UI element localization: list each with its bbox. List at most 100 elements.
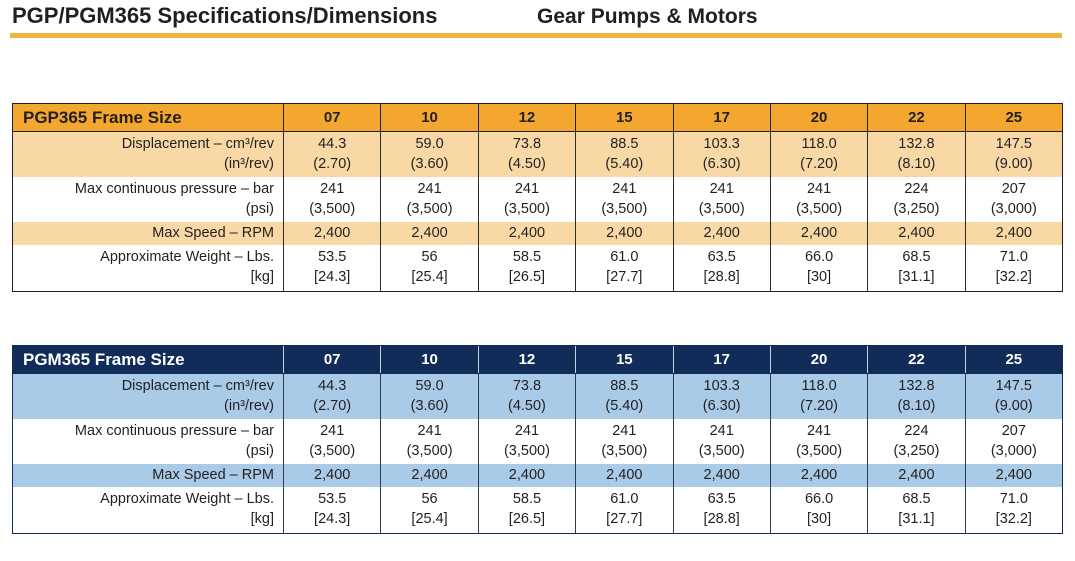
row-label-line2: [kg] bbox=[250, 511, 274, 527]
cell-value: 44.3 bbox=[318, 135, 347, 152]
cell-value: 2,400 bbox=[898, 224, 935, 241]
row-label: Max Speed – RPM bbox=[13, 464, 283, 487]
cell-value: 103.3 bbox=[703, 135, 740, 152]
pgm365-spec-table: PGM365 Frame Size 07 10 12 15 17 20 22 25 Displac… bbox=[12, 345, 1063, 534]
cell-value: 73.8 bbox=[512, 377, 542, 394]
cell-value: 56 bbox=[421, 249, 438, 266]
data-cell: 241 (3,500) bbox=[283, 177, 380, 222]
cell-subvalue: (8.10) bbox=[897, 397, 936, 414]
table-title: PGP365 Frame Size bbox=[23, 107, 182, 127]
data-cell: 44.3 (2.70) bbox=[283, 132, 380, 177]
data-cell: 2,400 bbox=[769, 464, 867, 487]
cell-value: 2,400 bbox=[411, 224, 448, 241]
row-label-line1: Approximate Weight – Lbs. bbox=[100, 249, 274, 266]
data-cell: 73.8 (4.50) bbox=[477, 132, 575, 177]
data-cell: 73.8 (4.50) bbox=[477, 374, 575, 419]
cell-value: 118.0 bbox=[801, 377, 837, 394]
data-cell: 61.0 [27.7] bbox=[575, 487, 672, 533]
cell-subvalue: [25.4] bbox=[411, 269, 448, 285]
cell-value: 2,400 bbox=[411, 466, 448, 483]
cell-value: 241 bbox=[320, 180, 345, 197]
data-cell: 66.0 [30] bbox=[769, 487, 867, 533]
cell-value: 2,400 bbox=[508, 466, 546, 483]
cell-subvalue: [30] bbox=[806, 269, 832, 285]
data-cell: 2,400 bbox=[477, 464, 575, 487]
frame-size-column-header: 17 bbox=[672, 346, 770, 373]
cell-subvalue: (3,500) bbox=[796, 200, 843, 217]
data-cell: 58.5 [26.5] bbox=[477, 245, 575, 291]
data-cell: 71.0 [32.2] bbox=[964, 245, 1062, 291]
cell-subvalue: [24.3] bbox=[314, 511, 351, 527]
data-cell: 118.0 (7.20) bbox=[769, 132, 867, 177]
data-cell: 207 (3,000) bbox=[964, 177, 1062, 222]
frame-size-column-header: 22 bbox=[867, 104, 964, 131]
section-title: Gear Pumps & Motors bbox=[537, 5, 758, 28]
cell-subvalue: [32.2] bbox=[995, 269, 1032, 285]
cell-value: 71.0 bbox=[999, 491, 1028, 508]
cell-value: 241 bbox=[709, 180, 734, 197]
cell-value: 241 bbox=[612, 180, 637, 197]
cell-subvalue: (3,500) bbox=[503, 200, 550, 217]
table-row: Approximate Weight – Lbs. [kg] 53.5 [24.3] 5… bbox=[13, 245, 1062, 291]
cell-subvalue: (5.40) bbox=[605, 155, 644, 172]
cell-subvalue: (3,500) bbox=[796, 442, 843, 459]
page-title: PGP/PGM365 Specifications/Dimensions bbox=[12, 3, 438, 28]
cell-value: 2,400 bbox=[703, 224, 740, 241]
frame-size-column-header: 12 bbox=[477, 346, 575, 373]
data-cell: 241 (3,500) bbox=[380, 419, 477, 464]
data-cell: 2,400 bbox=[672, 222, 770, 245]
cell-value: 63.5 bbox=[707, 491, 736, 508]
cell-subvalue: [26.5] bbox=[508, 269, 546, 285]
data-cell: 2,400 bbox=[964, 222, 1062, 245]
data-cell: 63.5 [28.8] bbox=[672, 245, 770, 291]
pgp365-spec-table: PGP365 Frame Size 07 10 12 15 17 20 22 25 Displac… bbox=[12, 103, 1063, 292]
data-cell: 132.8 (8.10) bbox=[867, 374, 964, 419]
cell-value: 53.5 bbox=[318, 491, 347, 508]
cell-value: 68.5 bbox=[902, 249, 931, 266]
row-label-line1: Max Speed – RPM bbox=[152, 466, 274, 483]
cell-subvalue: (3,000) bbox=[990, 442, 1037, 459]
data-cell: 2,400 bbox=[380, 464, 477, 487]
cell-value: 2,400 bbox=[314, 224, 351, 241]
cell-value: 88.5 bbox=[610, 135, 639, 152]
cell-subvalue: (3,500) bbox=[601, 442, 648, 459]
cell-subvalue: [24.3] bbox=[314, 269, 351, 285]
row-label: Displacement – cm³/rev (in³/rev) bbox=[13, 374, 283, 419]
cell-subvalue: (3,500) bbox=[309, 442, 356, 459]
cell-subvalue: (3,250) bbox=[893, 442, 940, 459]
row-label: Max continuous pressure – bar (psi) bbox=[13, 419, 283, 464]
row-label: Displacement – cm³/rev (in³/rev) bbox=[13, 132, 283, 177]
cell-value: 2,400 bbox=[995, 466, 1032, 483]
cell-subvalue: (3,500) bbox=[406, 200, 453, 217]
data-cell: 71.0 [32.2] bbox=[964, 487, 1062, 533]
data-cell: 224 (3,250) bbox=[867, 177, 964, 222]
cell-subvalue: [30] bbox=[806, 511, 832, 527]
cell-value: 2,400 bbox=[606, 224, 643, 241]
row-label: Max Speed – RPM bbox=[13, 222, 283, 245]
frame-size-column-header: 07 bbox=[283, 104, 380, 131]
cell-value: 2,400 bbox=[508, 224, 546, 241]
cell-subvalue: (3,500) bbox=[309, 200, 356, 217]
data-cell: 44.3 (2.70) bbox=[283, 374, 380, 419]
cell-value: 61.0 bbox=[610, 249, 639, 266]
cell-subvalue: (3,500) bbox=[503, 442, 550, 459]
cell-value: 66.0 bbox=[804, 249, 834, 266]
cell-value: 58.5 bbox=[512, 249, 542, 266]
frame-size-column-header: 15 bbox=[575, 346, 672, 373]
data-cell: 2,400 bbox=[380, 222, 477, 245]
table-row: Max continuous pressure – bar (psi) 241 (3,… bbox=[13, 419, 1062, 464]
row-label: Max continuous pressure – bar (psi) bbox=[13, 177, 283, 222]
cell-value: 2,400 bbox=[314, 466, 351, 483]
data-cell: 53.5 [24.3] bbox=[283, 245, 380, 291]
table-row: Max Speed – RPM 2,400 2,400 2,400 2,400 2,400… bbox=[13, 222, 1062, 245]
row-label-line2: (psi) bbox=[245, 200, 274, 217]
data-cell: 103.3 (6.30) bbox=[672, 132, 770, 177]
table-header-row: PGM365 Frame Size 07 10 12 15 17 20 22 25 bbox=[13, 346, 1062, 374]
data-cell: 2,400 bbox=[964, 464, 1062, 487]
cell-subvalue: (9.00) bbox=[994, 155, 1033, 172]
data-cell: 2,400 bbox=[283, 222, 380, 245]
frame-size-column-header: 20 bbox=[769, 104, 867, 131]
cell-value: 56 bbox=[421, 491, 438, 508]
data-cell: 53.5 [24.3] bbox=[283, 487, 380, 533]
row-label: Approximate Weight – Lbs. [kg] bbox=[13, 245, 283, 291]
